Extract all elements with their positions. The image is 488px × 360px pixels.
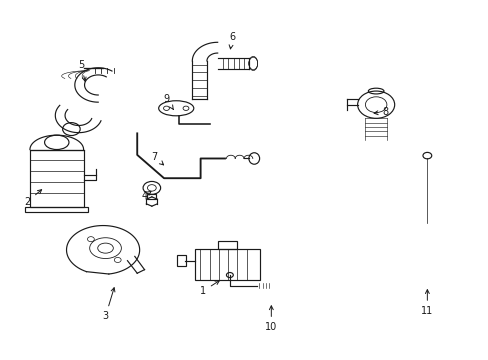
- Text: 11: 11: [420, 290, 432, 316]
- Bar: [25, 207, 88, 212]
- Text: 7: 7: [151, 152, 163, 165]
- Bar: [194, 249, 260, 279]
- Text: 10: 10: [264, 306, 277, 332]
- Text: 1: 1: [200, 281, 219, 296]
- Bar: [217, 241, 237, 249]
- Text: 3: 3: [102, 288, 115, 321]
- Bar: [177, 255, 186, 266]
- Bar: [30, 149, 83, 207]
- Text: 8: 8: [373, 107, 388, 117]
- Text: 2: 2: [24, 190, 41, 207]
- Text: 5: 5: [78, 60, 86, 81]
- Bar: [147, 194, 156, 199]
- Text: 9: 9: [163, 94, 173, 109]
- Text: 4: 4: [141, 191, 151, 201]
- Text: 6: 6: [229, 32, 235, 49]
